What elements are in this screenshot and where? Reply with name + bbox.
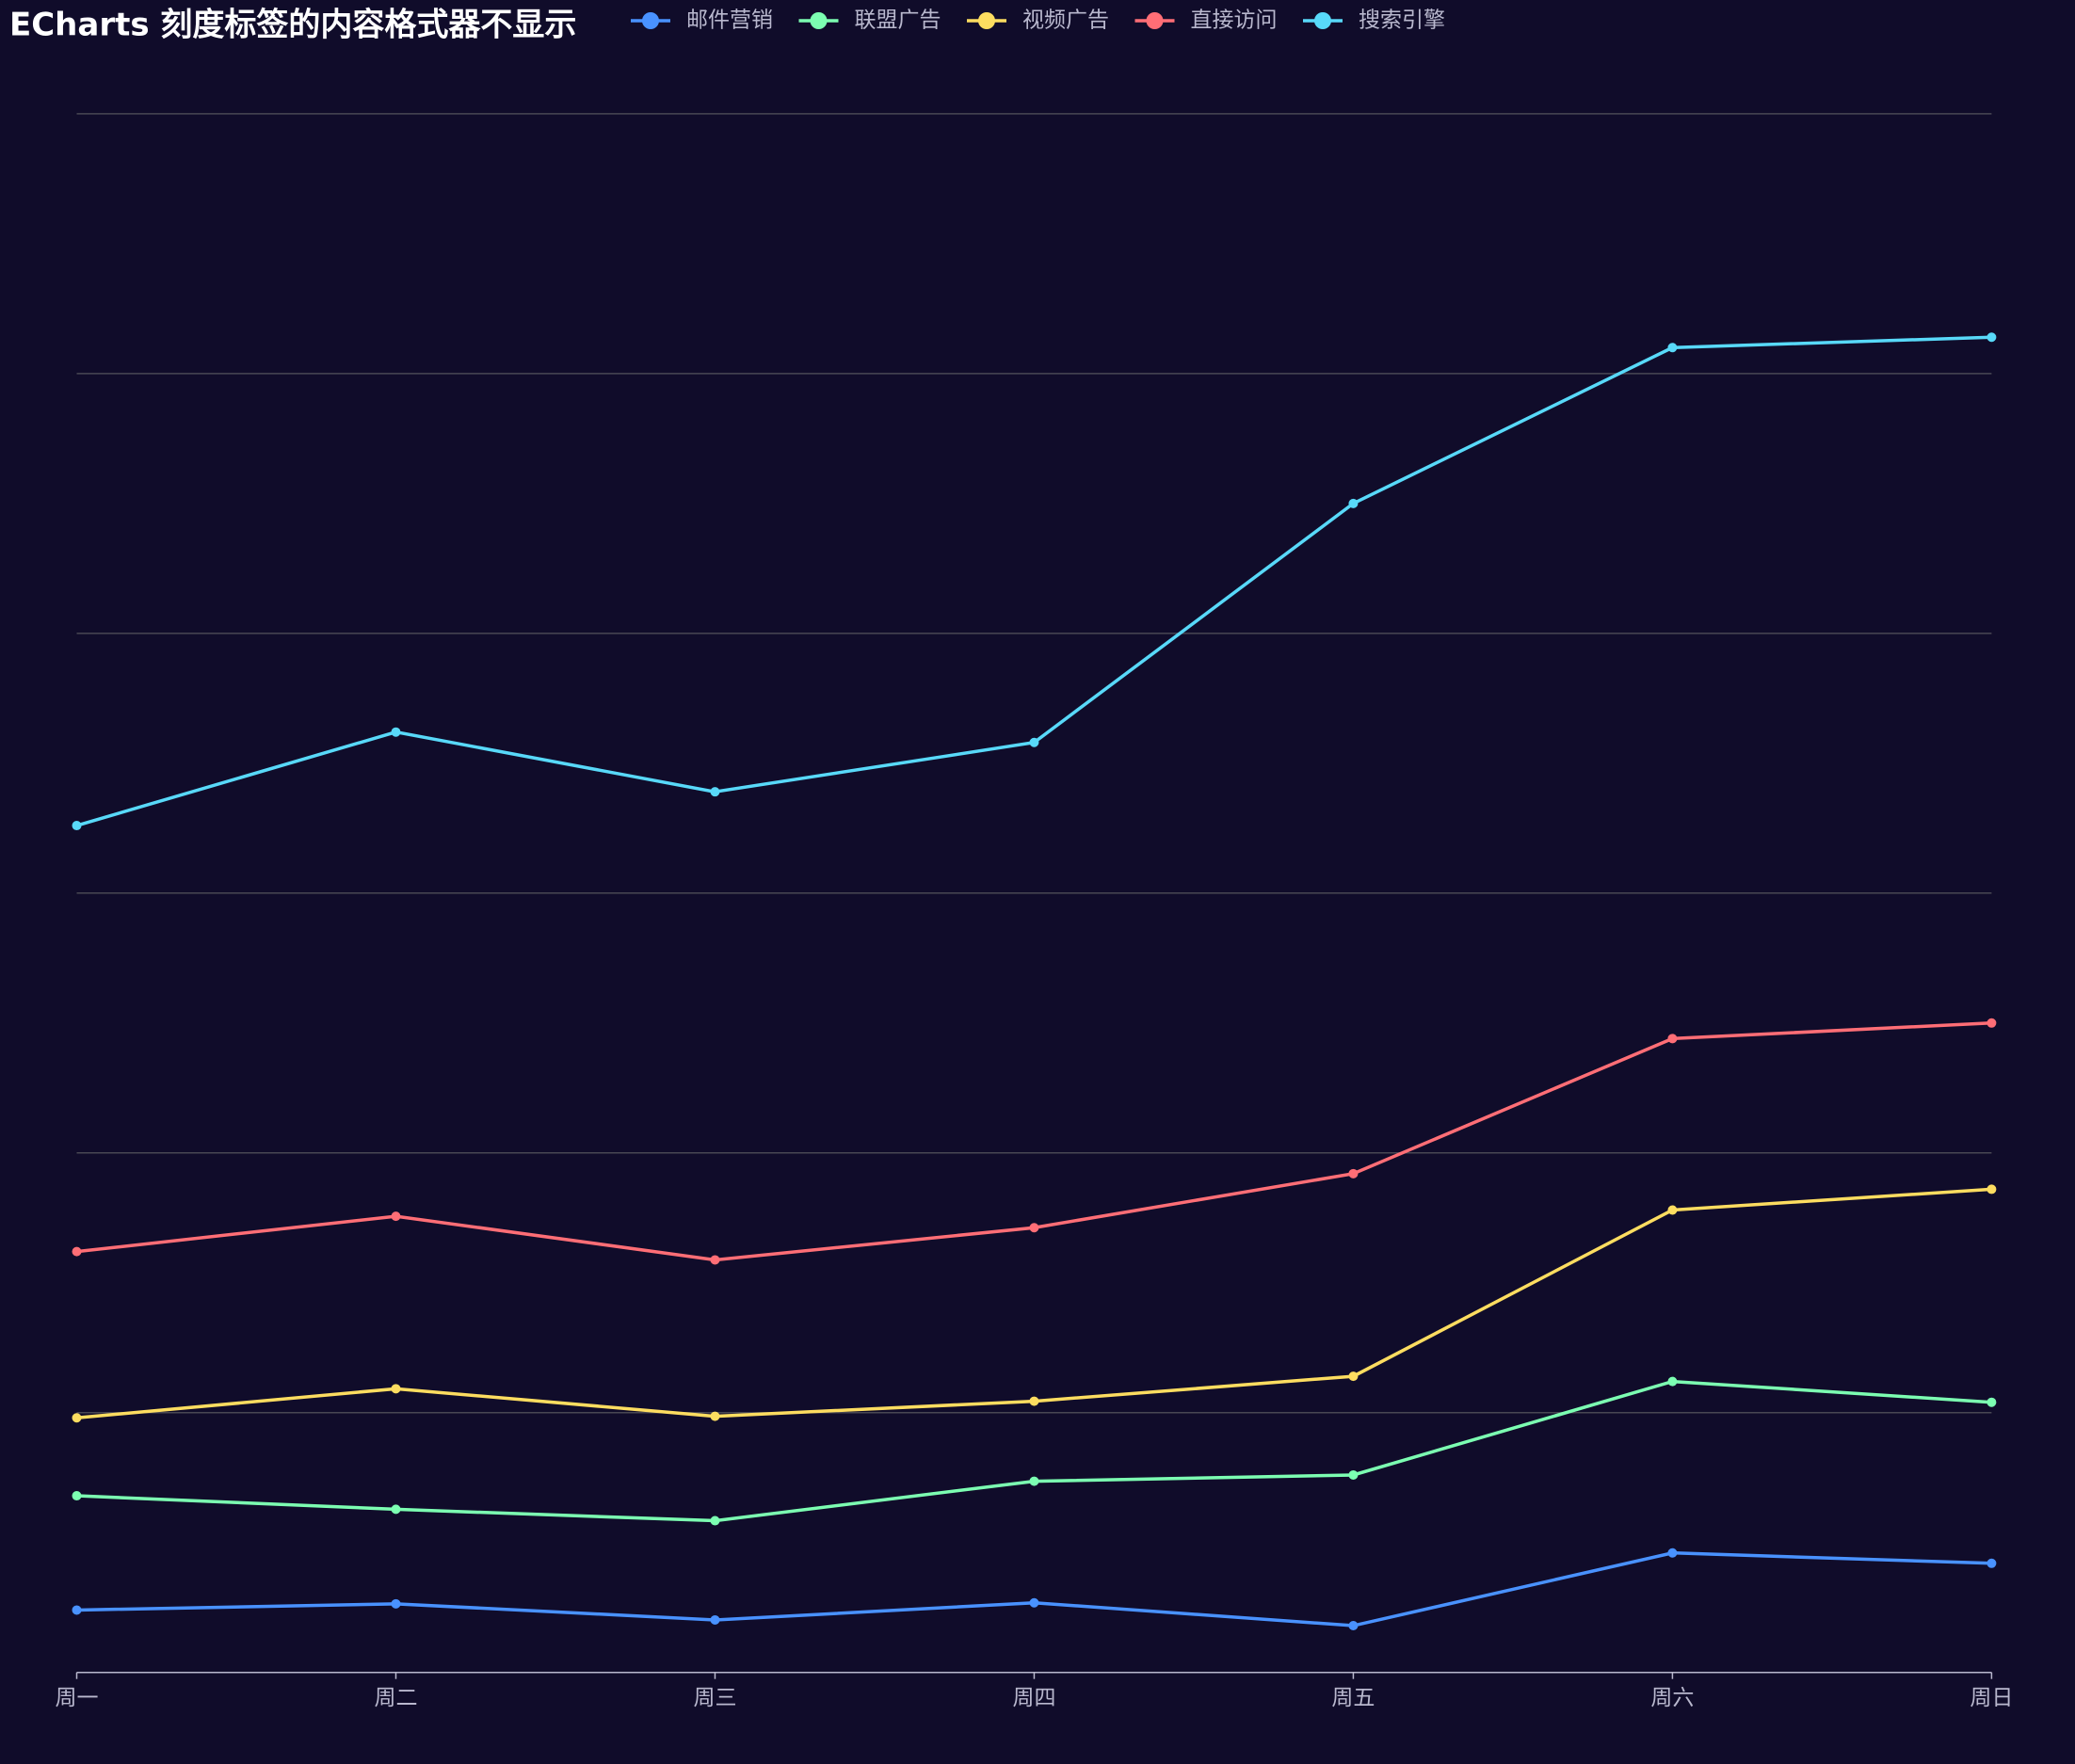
legend-item: 邮件营销 — [631, 8, 773, 33]
data-point — [1348, 1469, 1359, 1480]
data-point — [391, 1504, 401, 1515]
data-point — [391, 727, 401, 737]
legend-label: 联盟广告 — [855, 8, 941, 33]
data-point — [1348, 498, 1359, 508]
legend-label: 直接访问 — [1191, 8, 1278, 33]
data-point — [72, 1246, 82, 1257]
x-tick-label: 周二 — [374, 1686, 417, 1710]
data-point — [72, 1605, 82, 1615]
data-point — [72, 1491, 82, 1501]
legend-label: 邮件营销 — [686, 8, 773, 33]
data-point — [1667, 1205, 1678, 1215]
data-point — [391, 1598, 401, 1609]
legend-icon — [1146, 12, 1164, 29]
legend-icon — [642, 12, 659, 29]
data-point — [1029, 737, 1039, 747]
x-tick-label: 周三 — [693, 1686, 736, 1710]
data-point — [72, 821, 82, 831]
legend-label: 搜索引擎 — [1359, 8, 1445, 33]
legend-label: 视频广告 — [1022, 8, 1109, 33]
x-tick-label: 周一 — [56, 1686, 99, 1710]
data-point — [1987, 332, 1997, 343]
legend-item: 联盟广告 — [798, 8, 941, 33]
x-tick-label: 周六 — [1650, 1686, 1694, 1710]
data-point — [1029, 1223, 1039, 1233]
x-tick-label: 周日 — [1970, 1686, 2013, 1710]
data-point — [1029, 1597, 1039, 1608]
data-point — [391, 1211, 401, 1222]
data-point — [1987, 1018, 1997, 1028]
legend-item: 直接访问 — [1134, 8, 1278, 33]
data-point — [72, 1413, 82, 1423]
data-point — [1348, 1371, 1359, 1382]
legend-icon — [978, 12, 995, 29]
data-point — [710, 787, 720, 797]
legend-item: 搜索引擎 — [1303, 8, 1445, 33]
x-tick-label: 周四 — [1012, 1686, 1055, 1710]
data-point — [710, 1614, 720, 1625]
data-point — [1029, 1476, 1039, 1486]
x-tick-label: 周五 — [1331, 1686, 1375, 1710]
legend-icon — [810, 12, 828, 29]
data-point — [391, 1384, 401, 1394]
data-point — [1348, 1621, 1359, 1631]
data-point — [1348, 1168, 1359, 1179]
chart-title: ECharts 刻度标签的内容格式器不显示 — [9, 7, 576, 44]
data-point — [1987, 1397, 1997, 1407]
legend-item: 视频广告 — [967, 8, 1109, 33]
data-point — [1667, 1034, 1678, 1044]
data-point — [710, 1515, 720, 1526]
data-point — [710, 1411, 720, 1421]
data-point — [1667, 1548, 1678, 1558]
data-point — [1667, 1376, 1678, 1387]
legend-icon — [1314, 12, 1331, 29]
data-point — [1987, 1184, 1997, 1195]
data-point — [1029, 1396, 1039, 1406]
data-point — [710, 1255, 720, 1265]
data-point — [1987, 1558, 1997, 1568]
data-point — [1667, 343, 1678, 353]
